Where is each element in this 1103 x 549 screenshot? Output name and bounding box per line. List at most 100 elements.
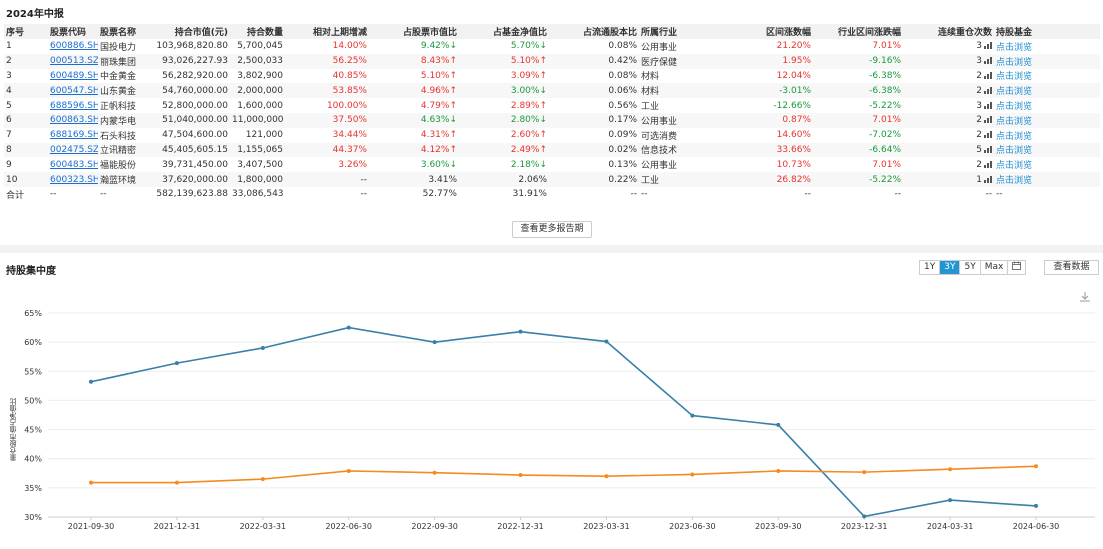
data-point[interactable] — [948, 498, 953, 503]
data-point[interactable] — [1034, 503, 1038, 508]
download-icon[interactable] — [1079, 291, 1091, 303]
bar-chart-icon[interactable] — [984, 86, 992, 94]
data-point[interactable] — [346, 468, 351, 473]
col-header[interactable]: 股票代码 — [48, 24, 98, 39]
stock-code-link[interactable]: 600547.SH — [50, 85, 98, 96]
col-header[interactable]: 占流通股本比 — [549, 24, 639, 39]
stock-code-link[interactable]: 600863.SH — [50, 115, 98, 126]
stock-code-link[interactable]: 688169.SH — [50, 130, 98, 141]
data-point[interactable] — [260, 345, 265, 350]
cell-no: 5 — [6, 100, 12, 111]
browse-funds-link[interactable]: 点击浏览 — [996, 146, 1033, 157]
cell-qty: 5,700,045 — [237, 41, 283, 52]
data-point[interactable] — [346, 325, 351, 330]
browse-funds-link[interactable]: 点击浏览 — [996, 176, 1033, 187]
cell-float-pct: -- — [630, 189, 638, 200]
cell-range: -12.66% — [773, 100, 811, 111]
data-point[interactable] — [432, 470, 437, 475]
browse-funds-link[interactable]: 点击浏览 — [996, 161, 1033, 172]
view-data-button[interactable]: 查看数据 — [1044, 260, 1099, 275]
bar-chart-icon[interactable] — [984, 131, 992, 139]
col-header[interactable]: 持合数量 — [230, 24, 285, 39]
bar-chart-icon[interactable] — [984, 175, 992, 183]
bar-chart-icon[interactable] — [984, 116, 992, 124]
col-header[interactable]: 序号 — [4, 24, 48, 39]
cell-float-pct: 0.08% — [608, 41, 637, 52]
col-header[interactable]: 相对上期增减 — [285, 24, 369, 39]
cell-code: 600323.SH — [48, 172, 98, 187]
data-point[interactable] — [89, 379, 93, 384]
stock-code-link[interactable]: 688596.SH — [50, 100, 98, 111]
data-point[interactable] — [174, 361, 179, 366]
stock-code-link[interactable]: 002475.SZ — [50, 144, 98, 155]
cell-chg: 37.50% — [285, 112, 369, 128]
cell-no: 9 — [6, 159, 12, 170]
col-header[interactable]: 占基金净值比 — [459, 24, 549, 39]
stock-code-link[interactable]: 600886.SH — [50, 41, 98, 52]
data-point[interactable] — [690, 472, 695, 477]
browse-funds-link[interactable]: 点击浏览 — [996, 72, 1033, 83]
cell-name: 中金黄金 — [100, 72, 137, 83]
calendar-icon[interactable] — [1008, 261, 1025, 274]
data-point[interactable] — [518, 473, 523, 478]
cell-times: 3 — [903, 53, 994, 69]
col-header[interactable]: 占股票市值比 — [369, 24, 459, 39]
cell-fund: 点击浏览 — [994, 128, 1100, 143]
range-1y-button[interactable]: 1Y — [920, 261, 941, 274]
bar-chart-icon[interactable] — [984, 71, 992, 79]
col-header[interactable]: 连续重仓次数 — [903, 24, 994, 39]
data-point[interactable] — [948, 467, 953, 472]
col-header[interactable]: 所属行业 — [639, 24, 717, 39]
data-point[interactable] — [1034, 464, 1038, 469]
cell-name: 正帆科技 — [100, 102, 137, 113]
cell-ind-range: -9.16% — [813, 53, 903, 69]
data-point[interactable] — [776, 422, 781, 427]
bar-chart-icon[interactable] — [984, 57, 992, 65]
browse-funds-link[interactable]: 点击浏览 — [996, 42, 1033, 53]
times-value: 2 — [976, 70, 982, 81]
browse-funds-link[interactable]: 点击浏览 — [996, 87, 1033, 98]
browse-funds-link[interactable]: 点击浏览 — [996, 57, 1033, 68]
data-point[interactable] — [690, 413, 695, 418]
y-tick-label: 35% — [24, 484, 42, 493]
range-3y-button[interactable]: 3Y — [940, 261, 961, 274]
cell-no: 7 — [6, 130, 12, 141]
browse-funds-link[interactable]: 点击浏览 — [996, 131, 1033, 142]
table-row: 4 600547.SH 山东黄金 54,760,000.00 2,000,000 53.8… — [4, 83, 1100, 99]
data-point[interactable] — [432, 340, 437, 345]
more-periods-button[interactable]: 查看更多报告期 — [512, 221, 592, 238]
col-header[interactable]: 区间涨数幅 — [717, 24, 813, 39]
cell-float-pct: 0.22% — [549, 172, 639, 187]
data-point[interactable] — [260, 477, 265, 482]
data-point[interactable] — [89, 480, 93, 485]
browse-funds-link[interactable]: 点击浏览 — [996, 116, 1033, 127]
range-5y-button[interactable]: 5Y — [960, 261, 981, 274]
bar-chart-icon[interactable] — [984, 101, 992, 109]
bar-chart-icon[interactable] — [984, 42, 992, 50]
col-header[interactable]: 股票名称 — [98, 24, 150, 39]
data-point[interactable] — [862, 514, 867, 519]
range-max-button[interactable]: Max — [981, 261, 1009, 274]
bar-chart-icon[interactable] — [984, 145, 992, 153]
col-header[interactable]: 持股基金 — [994, 24, 1100, 39]
cell-nav-pct: 5.70%↓ — [510, 41, 547, 52]
col-header[interactable]: 持合市值(元) — [150, 24, 230, 39]
browse-funds-link[interactable]: 点击浏览 — [996, 102, 1033, 113]
stock-code-link[interactable]: 600489.SH — [50, 70, 98, 81]
data-point[interactable] — [862, 470, 867, 475]
data-point[interactable] — [604, 474, 609, 479]
data-point[interactable] — [776, 468, 781, 473]
bar-chart-icon[interactable] — [984, 160, 992, 168]
cell-industry: 信息技术 — [639, 142, 717, 158]
data-point[interactable] — [604, 339, 609, 344]
cell-stock-pct: 4.12%↑ — [369, 142, 459, 158]
stock-code-link[interactable]: 000513.SZ — [50, 56, 98, 67]
cell-range: 33.66% — [717, 142, 813, 158]
stock-code-link[interactable]: 600483.SH — [50, 159, 98, 170]
col-header[interactable]: 行业区间涨跌幅 — [813, 24, 903, 39]
data-point[interactable] — [174, 480, 179, 485]
stock-code-link[interactable]: 600323.SH — [50, 174, 98, 185]
cell-fund: 点击浏览 — [994, 69, 1100, 84]
data-point[interactable] — [518, 329, 523, 334]
table-row: 9 600483.SH 福能股份 39,731,450.00 3,407,500 3.26… — [4, 157, 1100, 172]
